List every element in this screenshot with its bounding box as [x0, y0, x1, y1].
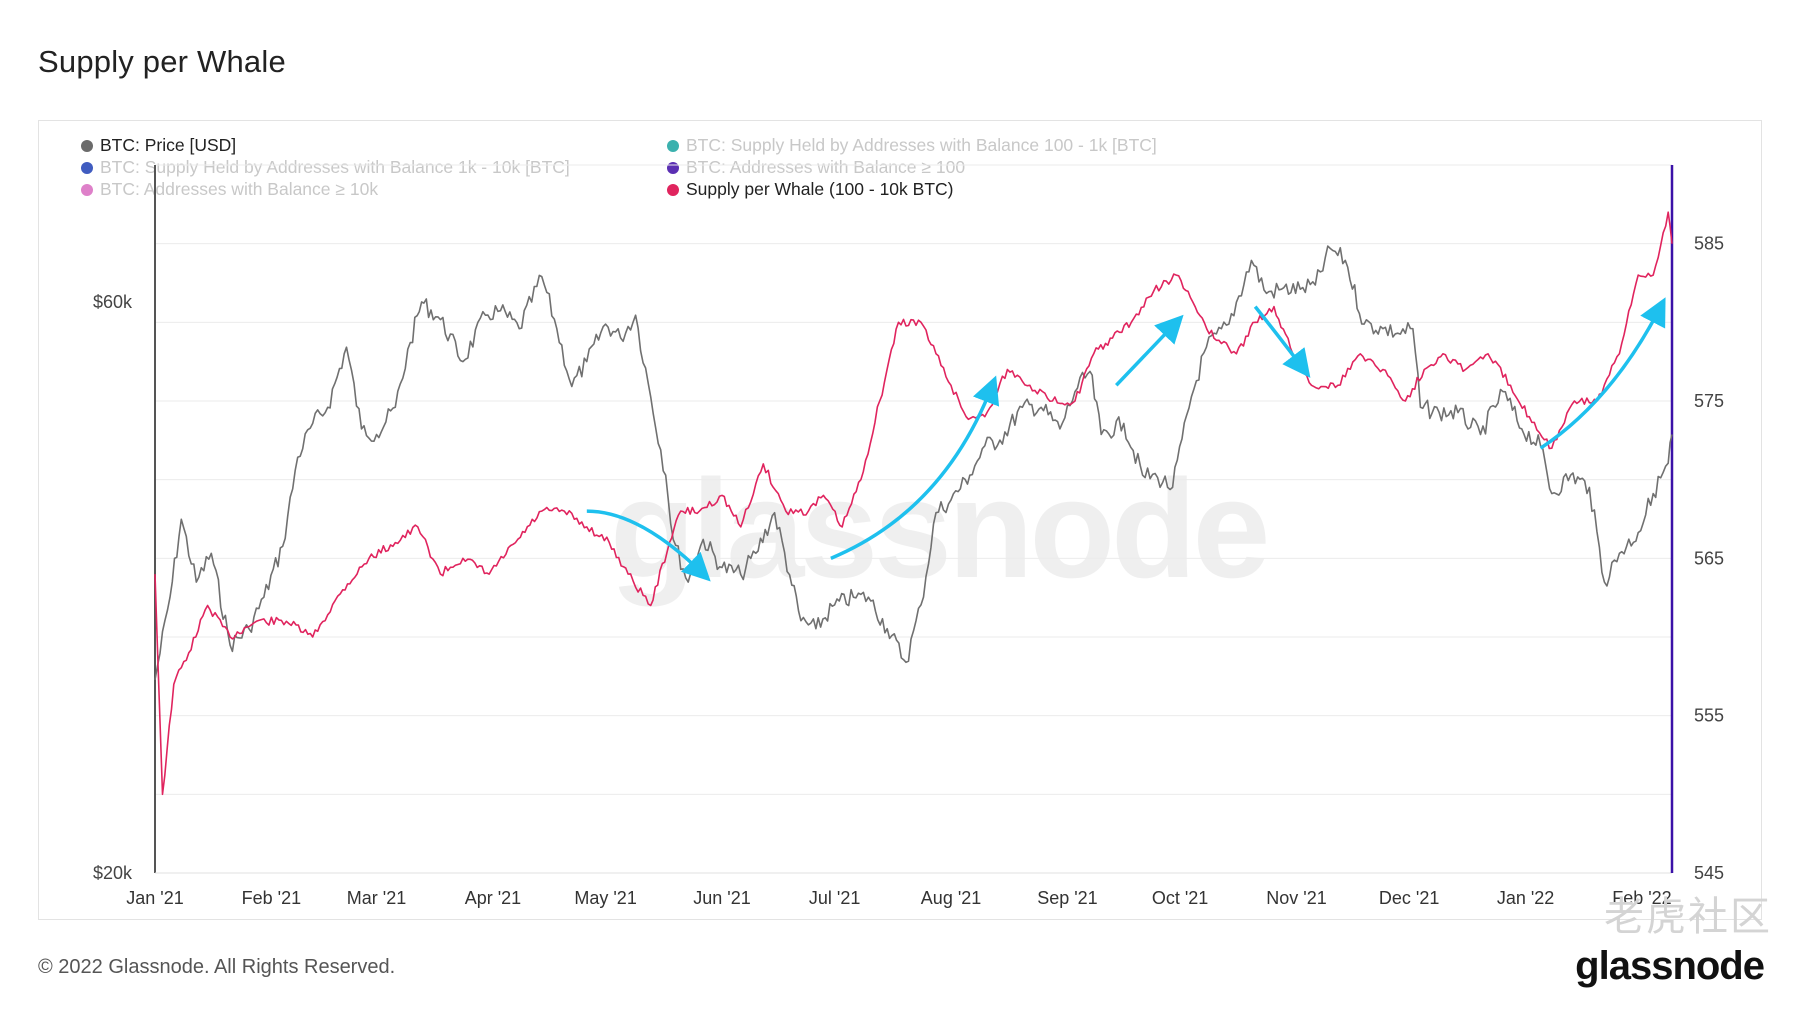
- series-line-btc-price: [154, 245, 1673, 681]
- legend-dot-icon: [81, 139, 93, 152]
- legend-label: BTC: Addresses with Balance ≥ 100: [686, 157, 966, 177]
- copyright-text: © 2022 Glassnode. All Rights Reserved.: [38, 956, 396, 978]
- y-right-tick-label: 555: [1694, 706, 1724, 726]
- x-tick-label: Nov '21: [1266, 888, 1326, 908]
- trend-arrow: [1539, 297, 1666, 450]
- y-right-tick-label: 545: [1694, 863, 1724, 883]
- series-line-supply-per-whale: [154, 211, 1673, 796]
- x-tick-label: Sep '21: [1037, 888, 1098, 908]
- legend-label: BTC: Supply Held by Addresses with Balan…: [100, 157, 570, 177]
- y-right-tick-label: 565: [1694, 548, 1724, 568]
- x-tick-label: Jun '21: [693, 888, 750, 908]
- legend-label: Supply per Whale (100 - 10k BTC): [686, 179, 954, 199]
- page-title: Supply per Whale: [38, 44, 286, 79]
- x-tick-label: Jul '21: [809, 888, 860, 908]
- legend-dot-icon: [667, 139, 679, 152]
- legend-item-supply-per-whale[interactable]: Supply per Whale (100 - 10k BTC): [667, 179, 953, 200]
- watermark-cn-text: 老虎社区: [1604, 895, 1772, 939]
- trend-arrow: [1253, 305, 1311, 378]
- legend-item-supply-1k-10k[interactable]: BTC: Supply Held by Addresses with Balan…: [81, 157, 570, 178]
- trend-arrow: [830, 375, 1000, 560]
- x-tick-label: May '21: [574, 888, 636, 908]
- legend-label: BTC: Addresses with Balance ≥ 10k: [100, 179, 379, 199]
- x-tick-label: Mar '21: [347, 888, 406, 908]
- legend-dot-icon: [667, 183, 679, 196]
- y-left-tick-label: $60k: [93, 292, 133, 312]
- chart-panel: BTC: Price [USD] BTC: Supply Held by Add…: [38, 120, 1762, 920]
- legend-item-addresses-10k[interactable]: BTC: Addresses with Balance ≥ 10k: [81, 179, 378, 200]
- x-tick-label: Dec '21: [1379, 888, 1439, 908]
- y-left-tick-label: $20k: [93, 863, 133, 883]
- y-right-tick-label: 585: [1694, 234, 1724, 254]
- x-tick-label: Jan '22: [1497, 888, 1554, 908]
- x-tick-label: Aug '21: [921, 888, 982, 908]
- legend-item-supply-100-1k[interactable]: BTC: Supply Held by Addresses with Balan…: [667, 135, 1157, 156]
- x-tick-label: Feb '22: [1612, 888, 1671, 908]
- x-tick-label: Feb '21: [242, 888, 301, 908]
- trend-arrow: [586, 509, 711, 582]
- legend-label: BTC: Supply Held by Addresses with Balan…: [686, 135, 1157, 155]
- legend-item-btc-price[interactable]: BTC: Price [USD]: [81, 135, 236, 156]
- x-tick-label: Oct '21: [1152, 888, 1208, 908]
- x-tick-label: Apr '21: [465, 888, 521, 908]
- legend-label: BTC: Price [USD]: [100, 135, 237, 155]
- legend-dot-icon: [81, 183, 93, 196]
- legend-dot-icon: [81, 161, 93, 174]
- y-right-tick-label: 575: [1694, 391, 1724, 411]
- trend-arrow: [1115, 314, 1184, 387]
- x-tick-label: Jan '21: [126, 888, 183, 908]
- glassnode-logo: glassnode: [1575, 944, 1765, 988]
